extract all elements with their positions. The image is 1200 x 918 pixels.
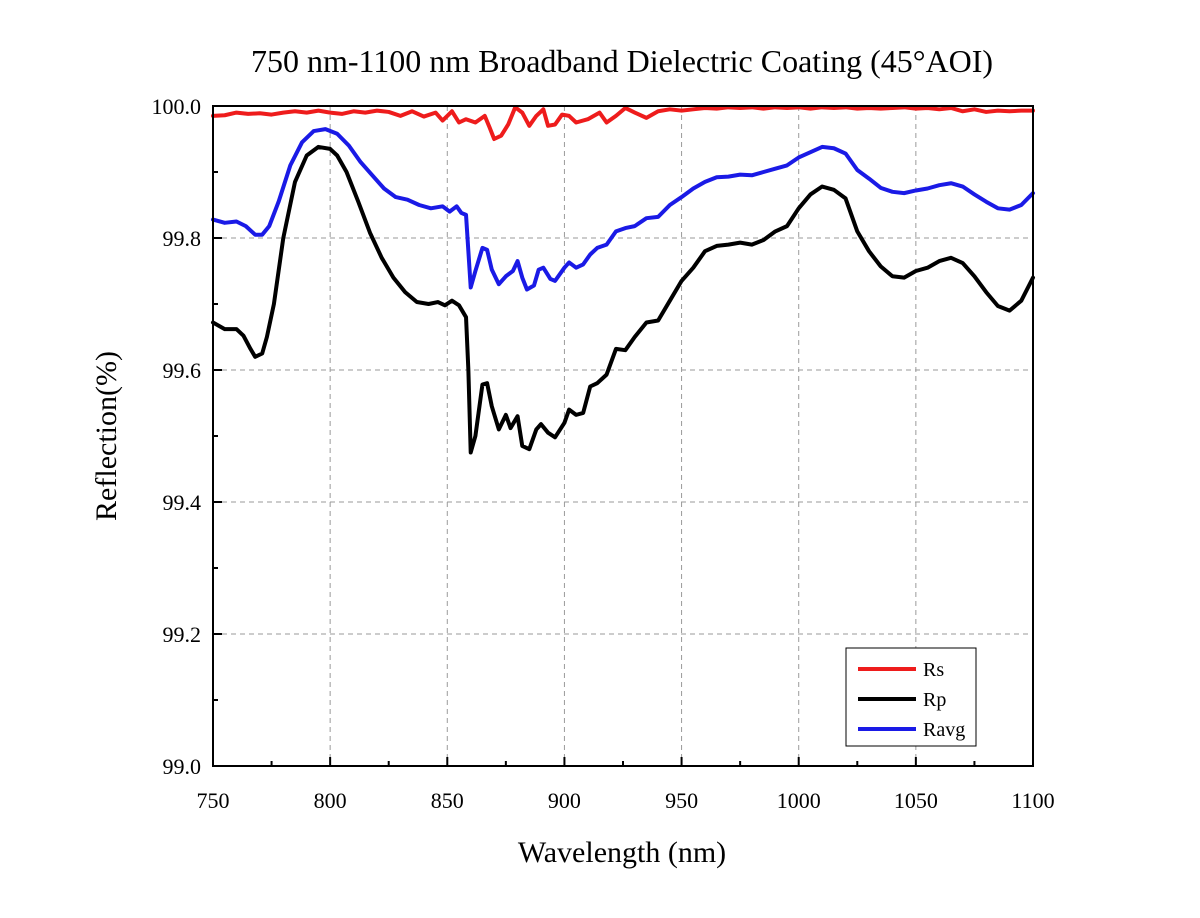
series-rp-line (211, 144, 1035, 455)
legend-label-rs: Rs (923, 659, 944, 681)
x-tick-label: 900 (548, 788, 581, 813)
y-tick-label: 99.0 (163, 754, 202, 779)
y-tick-label: 99.2 (163, 622, 202, 647)
series-rs-line (211, 105, 1035, 141)
y-tick-label: 99.8 (163, 226, 202, 251)
x-axis-label: Wavelength (nm) (518, 836, 726, 869)
grid (213, 106, 1033, 766)
x-tick-label: 950 (665, 788, 698, 813)
x-tick-label: 750 (197, 788, 230, 813)
chart-title: 750 nm-1100 nm Broadband Dielectric Coat… (251, 43, 993, 79)
series-ravg-line (211, 127, 1035, 292)
y-tick-label: 100.0 (152, 94, 202, 119)
y-tick-label: 99.6 (163, 358, 202, 383)
x-tick-label: 800 (314, 788, 347, 813)
legend-label-rp: Rp (923, 689, 946, 711)
series-layer (211, 105, 1035, 455)
x-tick-label: 1100 (1011, 788, 1054, 813)
x-tick-label: 850 (431, 788, 464, 813)
y-tick-label: 99.4 (163, 490, 202, 515)
axis-ticks: 750 800 850 900 950 1000 1050 1100 99.0 99.2 99.4 9… (152, 94, 1055, 813)
legend-label-ravg: Ravg (923, 719, 965, 741)
legend: Rs Rp Ravg (845, 647, 977, 747)
x-tick-label: 1050 (894, 788, 938, 813)
x-tick-label: 1000 (777, 788, 821, 813)
y-axis-label: Reflection(%) (90, 351, 123, 521)
